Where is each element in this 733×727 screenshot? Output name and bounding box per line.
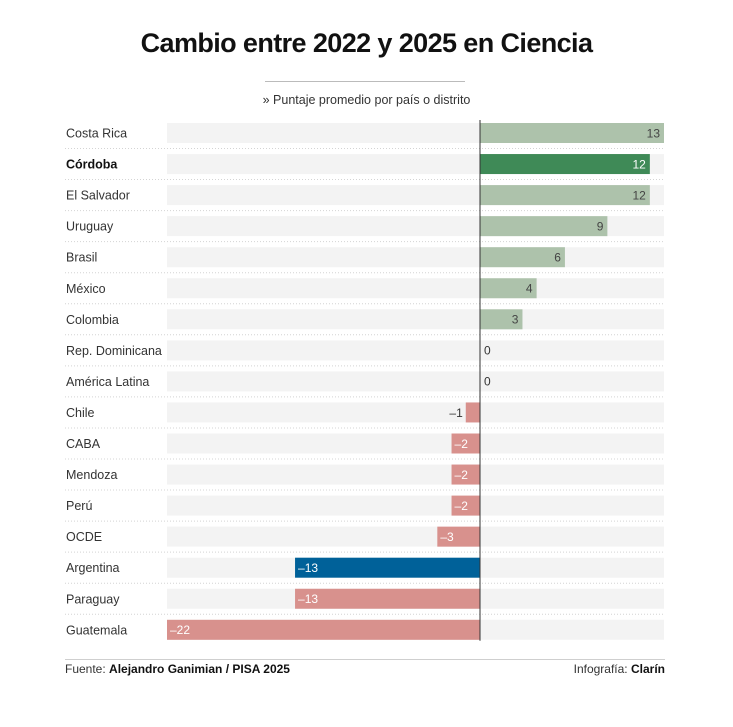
value-label-mexico: 4 (526, 282, 533, 296)
value-label-uruguay: 9 (597, 219, 604, 233)
category-label-costa-rica: Costa Rica (66, 127, 127, 141)
category-label-mexico: México (66, 282, 106, 296)
track-mendoza (167, 464, 664, 485)
value-label-colombia: 3 (512, 313, 519, 327)
bar-chart: Costa Rica Córdoba El Salvador Uruguay Brasi… (65, 120, 664, 641)
source-value: Alejandro Ganimian / PISA 2025 (109, 662, 290, 676)
value-labels: 13 12 12 9 6 4 3 0 0 –1 –2 –2 –2 –3 –13 –13 –22 (170, 126, 660, 637)
track-mexico (167, 278, 664, 299)
bar-peru (451, 495, 480, 516)
track-rep-dominicana (167, 340, 664, 361)
value-label-costa-rica: 13 (647, 126, 661, 140)
value-label-argentina: –13 (298, 561, 318, 575)
bar-mendoza (451, 464, 480, 485)
chart-subtitle: » Puntaje promedio por país o distrito (262, 93, 471, 107)
bar-mexico (480, 278, 537, 299)
bars (167, 123, 664, 640)
value-label-cordoba: 12 (632, 157, 646, 171)
category-label-uruguay: Uruguay (66, 220, 114, 234)
source-prefix: Fuente: (65, 662, 110, 676)
category-label-argentina: Argentina (66, 561, 120, 575)
category-label-colombia: Colombia (66, 313, 119, 327)
category-label-peru: Perú (66, 499, 92, 513)
category-label-guatemala: Guatemala (66, 623, 127, 637)
category-label-ocde: OCDE (66, 530, 102, 544)
track-ocde (167, 526, 664, 547)
chart-title: Cambio entre 2022 y 2025 en Ciencia (140, 28, 593, 58)
credit-note: Infografía: Clarín (574, 662, 665, 676)
bar-cordoba (480, 154, 650, 175)
bar-el-salvador (480, 185, 650, 206)
bar-uruguay (480, 216, 608, 237)
value-label-ocde: –3 (440, 530, 454, 544)
track-brasil (167, 247, 664, 268)
credit-value: Clarín (630, 662, 665, 676)
category-label-caba: CABA (66, 437, 101, 451)
track-peru (167, 495, 664, 516)
category-label-america-latina: América Latina (66, 375, 149, 389)
source-note: Fuente: Alejandro Ganimian / PISA 2025 (65, 662, 290, 676)
bar-paraguay (295, 588, 480, 609)
value-label-peru: –2 (455, 499, 469, 513)
value-label-chile: –1 (449, 406, 463, 420)
bar-costa-rica (480, 123, 664, 143)
bar-guatemala (167, 619, 480, 640)
bar-ocde (437, 526, 480, 547)
track-colombia (167, 309, 664, 330)
value-label-mendoza: –2 (455, 468, 469, 482)
category-label-mendoza: Mendoza (66, 468, 117, 482)
bar-brasil (480, 247, 565, 268)
track-america-latina (167, 371, 664, 392)
credit-prefix: Infografía: (573, 662, 631, 676)
value-label-rep-dominicana: 0 (484, 344, 491, 358)
value-label-brasil: 6 (554, 251, 561, 265)
category-labels: Costa Rica Córdoba El Salvador Uruguay Brasi… (66, 127, 162, 638)
category-label-rep-dominicana: Rep. Dominicana (66, 344, 162, 358)
value-label-el-salvador: 12 (632, 188, 646, 202)
bar-caba (451, 433, 480, 454)
category-label-cordoba: Córdoba (66, 158, 118, 172)
value-label-paraguay: –13 (298, 592, 318, 606)
bar-chile (465, 402, 480, 423)
title-divider (265, 81, 465, 82)
category-label-el-salvador: El Salvador (66, 189, 130, 203)
category-label-chile: Chile (66, 406, 95, 420)
value-label-guatemala: –22 (170, 623, 190, 637)
value-label-america-latina: 0 (484, 375, 491, 389)
category-label-brasil: Brasil (66, 251, 97, 265)
track-chile (167, 402, 664, 423)
footer-divider (65, 659, 665, 660)
bar-colombia (480, 309, 523, 330)
bar-argentina (295, 557, 480, 578)
track-caba (167, 433, 664, 454)
value-label-caba: –2 (455, 437, 469, 451)
category-label-paraguay: Paraguay (66, 592, 120, 606)
